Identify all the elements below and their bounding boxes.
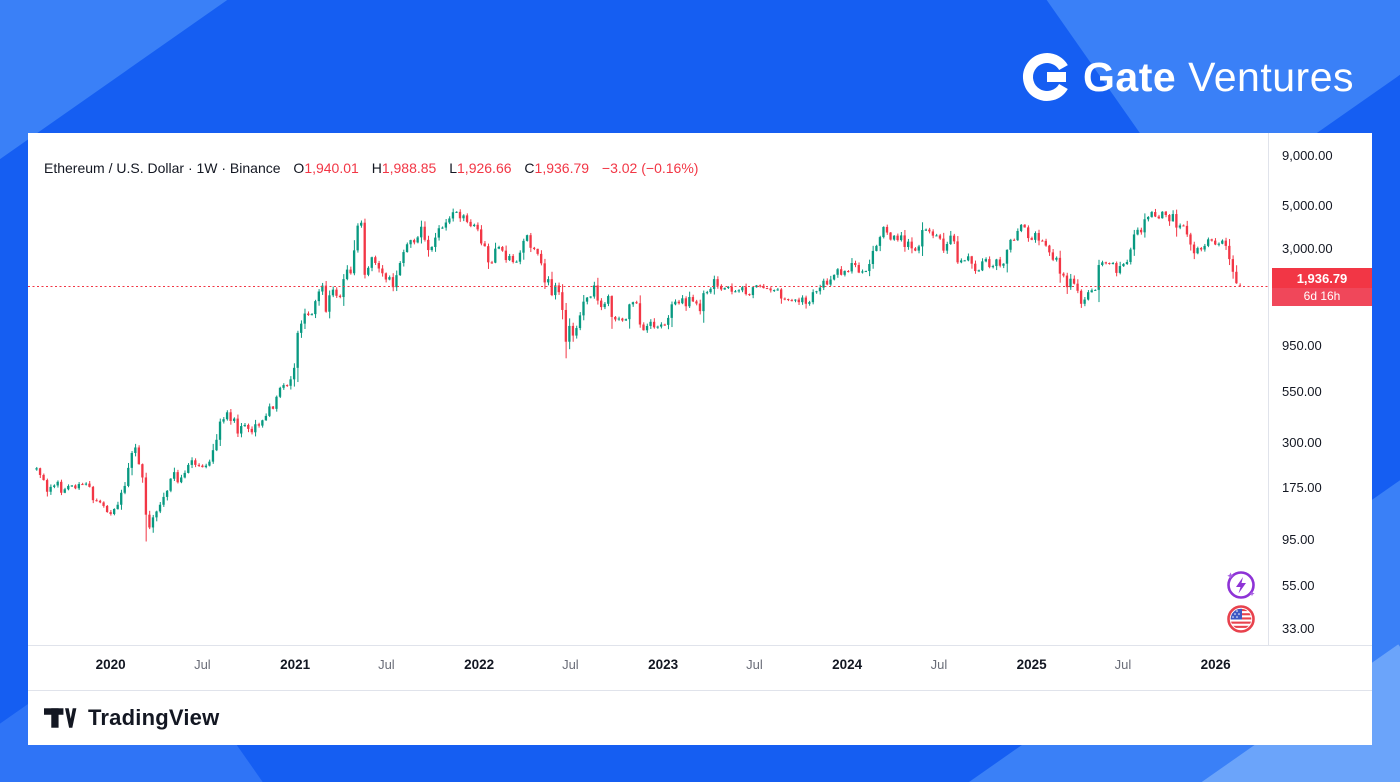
candlestick-chart[interactable] [28,133,1268,645]
time-tick: 2020 [95,657,126,672]
tradingview-logo-text[interactable]: TradingView [88,705,220,730]
price-tick: 9,000.00 [1282,147,1333,163]
price-tick: 33.00 [1282,621,1315,636]
flag-sticker-icon[interactable] [1224,602,1258,636]
brand-name-bold: Gate [1083,53,1177,100]
bar-countdown: 6d 16h [1272,287,1372,306]
chart-card: Ethereum / U.S. Dollar · 1W · Binance O1… [28,133,1372,745]
chart-legend[interactable]: Ethereum / U.S. Dollar · 1W · Binance O1… [44,160,698,176]
time-tick: Jul [378,657,395,672]
ohlc-close: C1,936.79 [524,160,590,176]
time-tick: Jul [746,657,763,672]
time-tick: 2023 [648,657,679,672]
price-tick: 175.00 [1282,480,1322,496]
time-tick: 2026 [1200,657,1231,672]
time-tick: Jul [562,657,579,672]
price-tick: 550.00 [1282,383,1322,399]
price-axis[interactable]: 9,000.00 5,000.00 3,000.00 950.00 550.00 300.… [1268,133,1372,645]
current-price-value: 1,936.79 [1272,267,1372,288]
time-tick: Jul [930,657,948,672]
ohlc-low: L1,926.66 [449,160,512,176]
time-tick: Jul [194,657,211,672]
price-tick: 95.00 [1282,531,1315,547]
time-axis[interactable]: 2020 Jul 2021 Jul 2022 Jul 2023 Jul 2024 Jul 2025 J… [28,645,1372,691]
gate-ventures-logo: Gate Ventures [1020,50,1354,104]
time-tick: 2024 [832,657,863,672]
chart-footer: TradingView [28,690,1372,745]
ohlc-open: O1,940.01 [293,160,359,176]
time-tick: 2022 [464,657,495,672]
brand-name-light: Ventures [1188,53,1354,100]
ohlc-high: H1,988.85 [371,160,437,176]
price-tick: 300.00 [1282,434,1322,450]
tradingview-logo-icon[interactable] [44,705,78,731]
symbol-title[interactable]: Ethereum / U.S. Dollar · 1W · Binance [44,160,281,176]
time-tick: 2021 [280,657,311,672]
time-tick: Jul [1114,657,1132,672]
spark-sticker-icon[interactable] [1224,568,1258,602]
price-tick: 3,000.00 [1282,240,1333,256]
current-price-badge: 1,936.79 6d 16h [1272,267,1372,306]
price-change: −3.02 (−0.16%) [601,160,699,176]
time-tick: 2025 [1016,657,1047,672]
price-tick: 55.00 [1282,577,1315,593]
gate-logo-icon [1023,53,1071,101]
price-tick: 5,000.00 [1282,197,1333,213]
price-tick: 950.00 [1282,337,1322,353]
